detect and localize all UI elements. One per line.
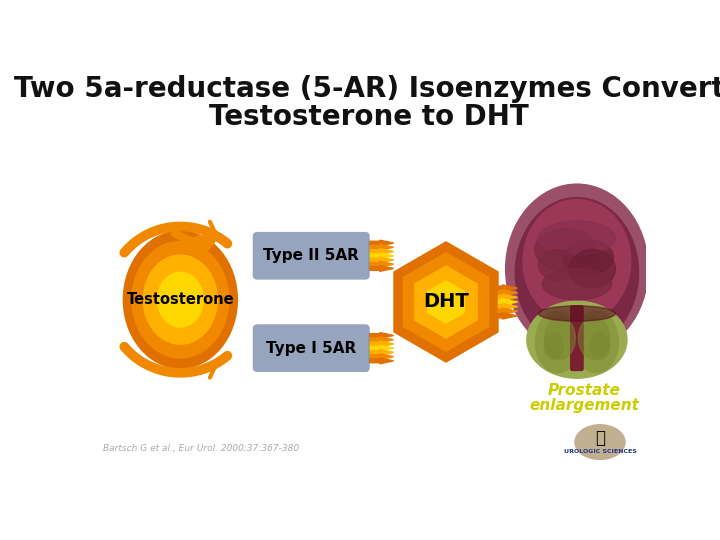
FancyArrow shape xyxy=(498,289,518,296)
Ellipse shape xyxy=(527,301,627,378)
Ellipse shape xyxy=(578,317,609,359)
Ellipse shape xyxy=(132,241,229,358)
Ellipse shape xyxy=(544,317,575,359)
FancyArrow shape xyxy=(498,303,518,310)
Ellipse shape xyxy=(516,198,639,348)
Ellipse shape xyxy=(539,306,616,321)
Text: Type I 5AR: Type I 5AR xyxy=(266,341,356,356)
Ellipse shape xyxy=(123,231,238,368)
FancyArrow shape xyxy=(498,285,518,291)
Polygon shape xyxy=(403,253,489,351)
Text: Two 5a-reductase (5-AR) Isoenzymes Convert: Two 5a-reductase (5-AR) Isoenzymes Conve… xyxy=(14,76,720,104)
Text: Bartsch G et al., Eur Urol. 2000;37:367-380: Bartsch G et al., Eur Urol. 2000;37:367-… xyxy=(104,444,300,453)
Text: Testosterone: Testosterone xyxy=(127,292,234,307)
Ellipse shape xyxy=(574,311,618,373)
FancyArrow shape xyxy=(369,354,394,360)
Ellipse shape xyxy=(539,221,616,255)
FancyArrow shape xyxy=(498,294,518,300)
Text: Type II 5AR: Type II 5AR xyxy=(264,248,359,264)
Ellipse shape xyxy=(575,425,625,460)
Text: enlargement: enlargement xyxy=(530,399,639,414)
Ellipse shape xyxy=(534,228,596,271)
FancyArrow shape xyxy=(369,337,394,342)
FancyArrow shape xyxy=(498,308,518,314)
Ellipse shape xyxy=(539,249,577,280)
FancyArrow shape xyxy=(369,240,394,246)
FancyArrow shape xyxy=(369,341,394,347)
Text: Prostate: Prostate xyxy=(548,383,621,398)
Text: Testosterone to DHT: Testosterone to DHT xyxy=(209,103,529,131)
FancyArrow shape xyxy=(369,257,394,263)
Ellipse shape xyxy=(564,240,613,275)
FancyArrow shape xyxy=(498,299,518,305)
FancyArrow shape xyxy=(498,313,518,319)
FancyBboxPatch shape xyxy=(253,325,370,372)
FancyArrow shape xyxy=(369,358,394,364)
Text: UROLOGIC SCIENCES: UROLOGIC SCIENCES xyxy=(564,449,636,454)
Ellipse shape xyxy=(590,333,610,359)
Ellipse shape xyxy=(535,311,580,373)
FancyArrow shape xyxy=(369,253,394,259)
FancyArrow shape xyxy=(369,349,394,355)
FancyBboxPatch shape xyxy=(253,232,370,280)
Ellipse shape xyxy=(570,249,616,288)
FancyArrow shape xyxy=(369,248,394,254)
FancyArrow shape xyxy=(369,261,394,267)
FancyArrow shape xyxy=(369,333,394,339)
Ellipse shape xyxy=(523,200,631,323)
FancyArrow shape xyxy=(369,245,394,250)
FancyArrow shape xyxy=(369,345,394,351)
Ellipse shape xyxy=(544,333,564,359)
Ellipse shape xyxy=(158,272,203,327)
Ellipse shape xyxy=(542,269,611,300)
FancyBboxPatch shape xyxy=(571,306,583,370)
Polygon shape xyxy=(428,281,464,323)
Polygon shape xyxy=(415,266,477,338)
FancyArrow shape xyxy=(369,266,394,272)
Text: 🦅: 🦅 xyxy=(595,429,605,447)
Text: DHT: DHT xyxy=(423,293,469,312)
Ellipse shape xyxy=(143,255,217,344)
Polygon shape xyxy=(394,242,498,362)
Ellipse shape xyxy=(505,184,648,354)
